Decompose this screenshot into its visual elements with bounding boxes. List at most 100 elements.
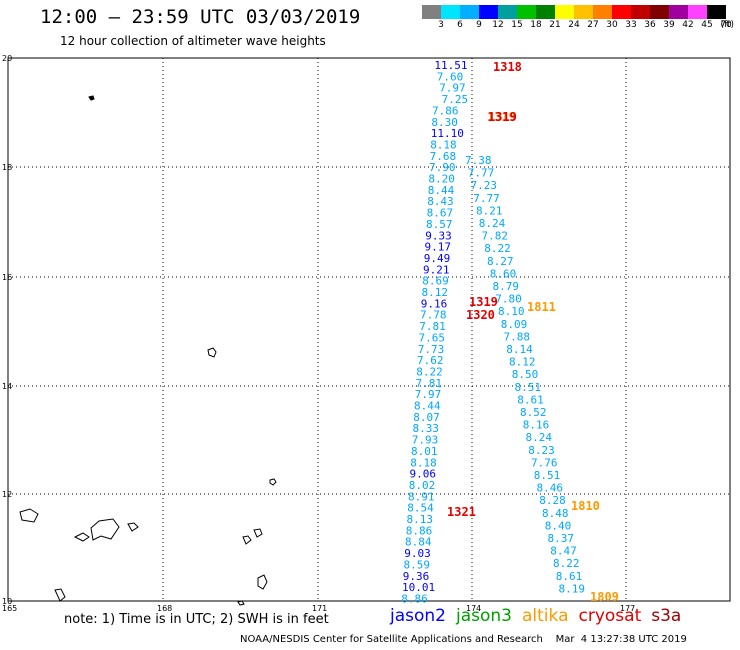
colorbar-label: 45	[701, 20, 713, 30]
wave-value: 7.60	[437, 70, 464, 83]
colorbar-label: 70	[720, 20, 732, 30]
wave-value: 8.57	[426, 218, 453, 231]
island	[19, 508, 39, 523]
wave-value: 10.01	[402, 581, 435, 594]
colorbar-label: 42	[682, 20, 694, 30]
wave-value: 8.69	[422, 275, 449, 288]
page-title: 12:00 – 23:59 UTC 03/03/2019	[40, 6, 361, 28]
legend-jason3: jason3	[456, 606, 512, 626]
wave-value: 8.30	[431, 116, 458, 129]
colorbar-label: 27	[587, 20, 599, 30]
colorbar-swatch	[460, 5, 479, 19]
wave-value: 7.76	[531, 456, 558, 469]
wave-value: 7.97	[439, 82, 466, 95]
lon-label: 171	[312, 604, 327, 613]
wave-value: 7.62	[417, 354, 444, 367]
wave-value: 8.13	[407, 513, 434, 526]
note-text: note: 1) Time is in UTC; 2) SWH is in fe…	[64, 612, 329, 627]
wave-value: 8.51	[515, 381, 542, 394]
wave-value: 7.93	[412, 434, 439, 447]
wave-value: 9.33	[425, 229, 452, 242]
wave-value: 8.37	[548, 532, 575, 545]
island	[242, 535, 252, 545]
wave-value: 7.65	[419, 331, 446, 344]
lat-label: 10	[2, 597, 12, 606]
wave-value: 7.81	[416, 377, 443, 390]
wave-value: 8.19	[559, 582, 586, 595]
wave-value: 7.23	[471, 179, 498, 192]
pass-time-label: 1319	[487, 110, 516, 124]
pass-time-label: 1809	[590, 590, 619, 604]
wave-value: 8.16	[523, 419, 550, 432]
colorbar-label: 24	[568, 20, 580, 30]
wave-value: 7.90	[429, 161, 456, 174]
lat-label: 12	[2, 490, 12, 499]
colorbar-swatch	[517, 5, 536, 19]
wave-value: 7.81	[419, 320, 446, 333]
wave-value: 8.28	[539, 494, 566, 507]
wave-value: 8.54	[407, 502, 434, 515]
wave-value: 9.16	[421, 297, 448, 310]
legend-jason2: jason2	[390, 606, 446, 626]
lat-label: 16	[2, 273, 12, 282]
wave-value: 9.21	[423, 263, 450, 276]
colorbar-label: 3	[438, 20, 444, 30]
wave-value: 7.77	[468, 167, 495, 180]
wave-value: 7.68	[430, 150, 457, 163]
colorbar-swatch	[536, 5, 555, 19]
colorbar-swatch	[669, 5, 688, 19]
colorbar-label: 36	[644, 20, 656, 30]
wave-value: 8.51	[534, 469, 561, 482]
wave-value: 11.51	[434, 59, 467, 72]
wave-value: 8.22	[484, 242, 511, 255]
lat-label: 18	[2, 163, 12, 172]
colorbar-unit: (ft)	[720, 20, 734, 30]
wave-value: 8.47	[550, 545, 577, 558]
colorbar-label: 12	[492, 20, 504, 30]
colorbar-label: 21	[549, 20, 561, 30]
legend-s3a: s3a	[651, 606, 682, 626]
wave-value: 9.17	[425, 241, 452, 254]
wave-value: 8.23	[528, 444, 555, 457]
lat-label: 20	[2, 54, 12, 63]
legend-cryosat: cryosat	[578, 606, 642, 626]
island	[54, 588, 66, 602]
wave-value: 8.18	[410, 456, 437, 469]
colorbar-swatch	[498, 5, 517, 19]
wave-value: 8.86	[406, 524, 433, 537]
island	[269, 478, 277, 486]
colorbar-label: 33	[625, 20, 637, 30]
colorbar-swatch	[479, 5, 498, 19]
wave-height-values: 11.517.607.977.257.868.3011.108.187.687.…	[401, 59, 585, 605]
colorbar-swatch	[422, 5, 441, 19]
colorbar-label: 39	[663, 20, 675, 30]
wave-value: 8.44	[428, 184, 455, 197]
colorbar-swatch	[688, 5, 707, 19]
wave-value: 8.60	[490, 267, 517, 280]
wave-value: 9.49	[424, 252, 451, 265]
wave-value: 7.97	[415, 388, 442, 401]
wave-value: 8.86	[401, 592, 428, 605]
colorbar-swatch	[593, 5, 612, 19]
wave-value: 7.77	[473, 192, 500, 205]
colorbar-swatch	[631, 5, 650, 19]
map-frame	[7, 57, 731, 602]
wave-value: 9.03	[404, 547, 431, 560]
wave-value: 7.82	[482, 230, 509, 243]
pass-time-label: 1318	[493, 60, 522, 74]
colorbar-label: 30	[606, 20, 618, 30]
wave-value: 7.25	[442, 93, 469, 106]
colorbar-swatch	[441, 5, 460, 19]
island	[257, 574, 268, 590]
wave-value: 8.48	[542, 507, 569, 520]
colorbar-swatch	[555, 5, 574, 19]
island	[73, 532, 90, 542]
wave-value: 8.07	[413, 411, 440, 424]
wave-value: 8.22	[416, 365, 443, 378]
colorbar-label: 18	[530, 20, 542, 30]
lon-label: 165	[2, 604, 17, 613]
footer-credit: NOAA/NESDIS Center for Satellite Applica…	[240, 634, 687, 645]
wave-value: 8.24	[526, 431, 553, 444]
colorbar-swatch	[707, 5, 726, 19]
